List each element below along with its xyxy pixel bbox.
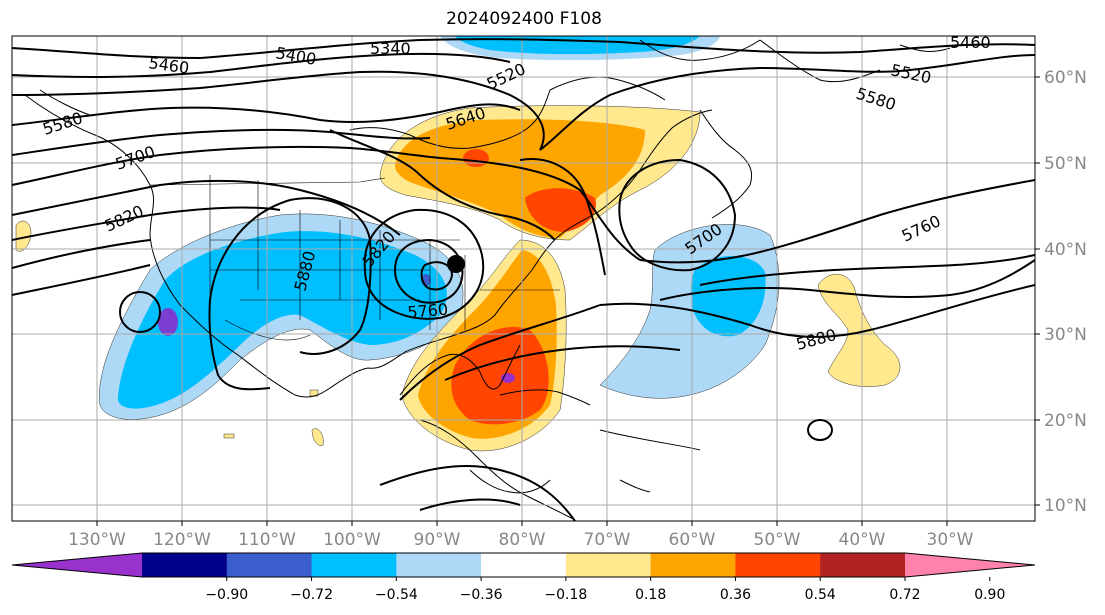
colorbar-segment (226, 553, 313, 577)
lat-label: 40°N (1044, 240, 1087, 260)
lon-label: 130°W (68, 530, 126, 550)
colorbar-tick-label: −0.72 (290, 587, 333, 603)
positive-blob-pacific (311, 428, 324, 446)
political-borders (149, 175, 560, 341)
positive-blob-east (817, 274, 901, 387)
colorbar-tick-label: 0.54 (805, 587, 836, 603)
colorbar-segment (650, 553, 736, 577)
map-area: 5460 5400 5340 5520 5640 5580 5700 5820 … (12, 33, 1035, 521)
colorbar-segment (820, 553, 906, 577)
lon-label: 70°W (584, 530, 631, 550)
colorbar-tick-label: −0.90 (205, 587, 248, 603)
colorbar-extend-low (12, 553, 142, 577)
colorbar-segment (396, 553, 482, 577)
positive-blob-west (15, 220, 32, 252)
colorbar-extend-high (905, 553, 1035, 577)
colorbar-outline (11, 552, 1036, 578)
contour-label: 5760 (407, 300, 449, 322)
longitude-labels: 130°W 120°W 110°W 100°W 90°W 80°W 70°W 6… (68, 530, 974, 550)
colorbar-tick-label: 0.36 (720, 587, 751, 603)
contour-label: 5460 (950, 33, 991, 52)
lon-label: 100°W (323, 530, 381, 550)
colorbar-segment (565, 553, 652, 577)
colorbar-segment (735, 553, 821, 577)
negative-anomaly-atlantic-core (690, 255, 766, 337)
colorbar-tick-label: −0.54 (375, 587, 418, 603)
storm-center-marker (447, 255, 465, 273)
positive-blob-small (223, 433, 235, 439)
colorbar-tick-label: 0.72 (889, 587, 920, 603)
gridlines (12, 36, 1035, 521)
latitude-labels: 60°N 50°N 40°N 30°N 20°N 10°N (1044, 68, 1087, 516)
lon-label: 90°W (414, 530, 461, 550)
map-title: 2024092400 F108 (446, 9, 602, 29)
map-frame (11, 35, 1036, 522)
colorbar-tick-label: −0.36 (460, 587, 503, 603)
colorbar-tick-label: 0.90 (974, 587, 1005, 603)
positive-anomaly-north-peak (525, 188, 596, 232)
colorbar-segment (481, 553, 567, 577)
coastlines (24, 39, 951, 521)
contour-label: 5340 (370, 39, 411, 58)
lon-label: 110°W (238, 530, 296, 550)
lon-label: 120°W (153, 530, 211, 550)
lon-label: 60°W (669, 530, 716, 550)
colorbar-tick-label: −0.18 (544, 587, 587, 603)
colorbar (11, 552, 1036, 578)
axis-ticks (96, 76, 1040, 526)
lon-label: 50°W (754, 530, 801, 550)
colorbar-segment (311, 553, 397, 577)
lon-label: 40°W (839, 530, 886, 550)
lat-label: 50°N (1044, 154, 1087, 174)
colorbar-segment (142, 553, 228, 577)
lat-label: 20°N (1044, 411, 1087, 431)
strong-negative-spot (158, 308, 178, 336)
lat-label: 60°N (1044, 68, 1087, 88)
height-contours (12, 38, 1035, 521)
negative-anomaly-north-core (455, 36, 700, 55)
positive-spot-canada (463, 149, 489, 167)
colorbar-labels: −0.90 −0.72 −0.54 −0.36 −0.18 0.18 0.36 0.54 0.7… (205, 577, 1005, 603)
lon-label: 30°W (927, 530, 974, 550)
lat-label: 10°N (1044, 496, 1087, 516)
colorbar-tick-label: 0.18 (635, 587, 666, 603)
positive-anomaly-southeast-peak (451, 326, 549, 425)
lat-label: 30°N (1044, 325, 1087, 345)
lon-label: 80°W (499, 530, 546, 550)
